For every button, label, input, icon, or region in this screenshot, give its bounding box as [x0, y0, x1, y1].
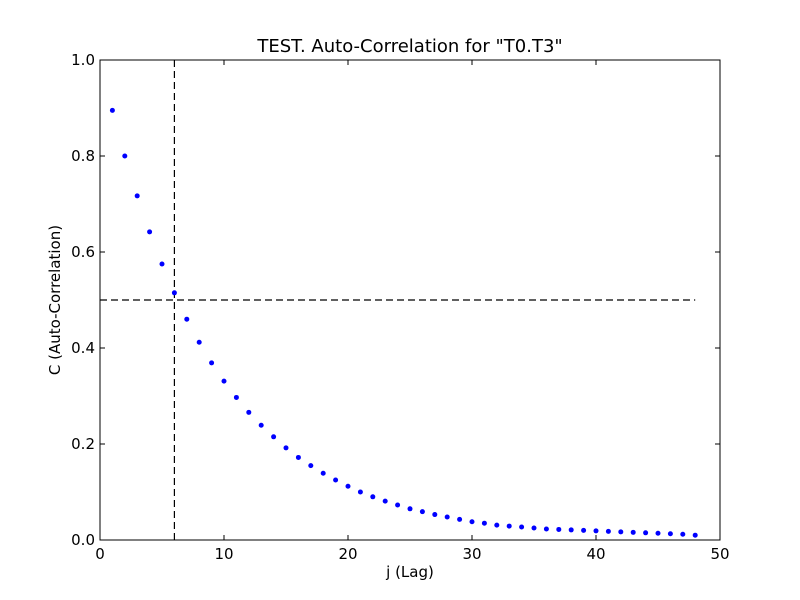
data-points — [109, 107, 698, 538]
data-point — [308, 463, 314, 469]
x-tick-label: 20 — [338, 545, 357, 563]
data-point — [481, 520, 487, 526]
data-point — [432, 512, 438, 518]
data-point — [357, 489, 363, 495]
data-point — [519, 524, 525, 530]
y-tick-label: 0.8 — [71, 147, 95, 165]
axis-ticks — [99, 59, 721, 541]
data-point — [692, 532, 698, 538]
data-point — [680, 531, 686, 537]
data-point — [395, 502, 401, 508]
data-point — [382, 498, 388, 504]
data-point — [345, 483, 351, 489]
data-point — [122, 153, 128, 159]
data-point — [184, 316, 190, 322]
data-point — [630, 529, 636, 535]
x-tick-label: 40 — [586, 545, 605, 563]
data-point — [171, 290, 177, 296]
data-point — [271, 434, 277, 440]
data-point — [233, 394, 239, 400]
data-point — [531, 525, 537, 531]
data-point — [643, 530, 649, 536]
data-point — [109, 107, 115, 113]
data-point — [320, 470, 326, 476]
data-point — [444, 514, 450, 520]
data-point — [333, 477, 339, 483]
data-point — [605, 528, 611, 534]
data-point — [543, 526, 549, 532]
data-point — [209, 360, 215, 366]
data-point — [147, 229, 153, 235]
data-point — [159, 261, 165, 267]
data-point — [655, 530, 661, 536]
axis-tick-labels: 0 10 20 30 40 50 0.0 0.2 0.4 0.6 0.8 1.0 — [71, 51, 729, 563]
data-point — [618, 529, 624, 535]
data-point — [258, 422, 264, 428]
data-point — [295, 454, 301, 460]
x-tick-label: 10 — [214, 545, 233, 563]
data-point — [556, 526, 562, 532]
data-point — [593, 528, 599, 534]
x-axis-label: j (Lag) — [385, 563, 434, 581]
y-tick-label: 0.2 — [71, 435, 95, 453]
y-tick-label: 0.6 — [71, 243, 95, 261]
data-point — [581, 527, 587, 533]
y-tick-label: 0.4 — [71, 339, 95, 357]
y-axis-label: C (Auto-Correlation) — [46, 225, 64, 375]
data-point — [283, 445, 289, 451]
data-point — [407, 506, 413, 512]
data-point — [506, 523, 512, 529]
x-tick-label: 30 — [462, 545, 481, 563]
y-tick-label: 1.0 — [71, 51, 95, 69]
reference-lines — [100, 60, 696, 540]
data-point — [457, 516, 463, 522]
chart-title: TEST. Auto-Correlation for "T0.T3" — [256, 36, 562, 57]
data-point — [667, 531, 673, 537]
data-point — [568, 527, 574, 533]
x-tick-label: 50 — [710, 545, 729, 563]
data-point — [419, 509, 425, 515]
data-point — [494, 522, 500, 528]
data-point — [134, 193, 140, 199]
data-point — [196, 339, 202, 345]
data-point — [246, 409, 252, 415]
y-tick-label: 0.0 — [71, 531, 95, 549]
plot-border — [99, 59, 721, 541]
data-point — [370, 494, 376, 500]
data-point — [221, 378, 227, 384]
x-tick-label: 0 — [95, 545, 105, 563]
data-point — [469, 519, 475, 525]
